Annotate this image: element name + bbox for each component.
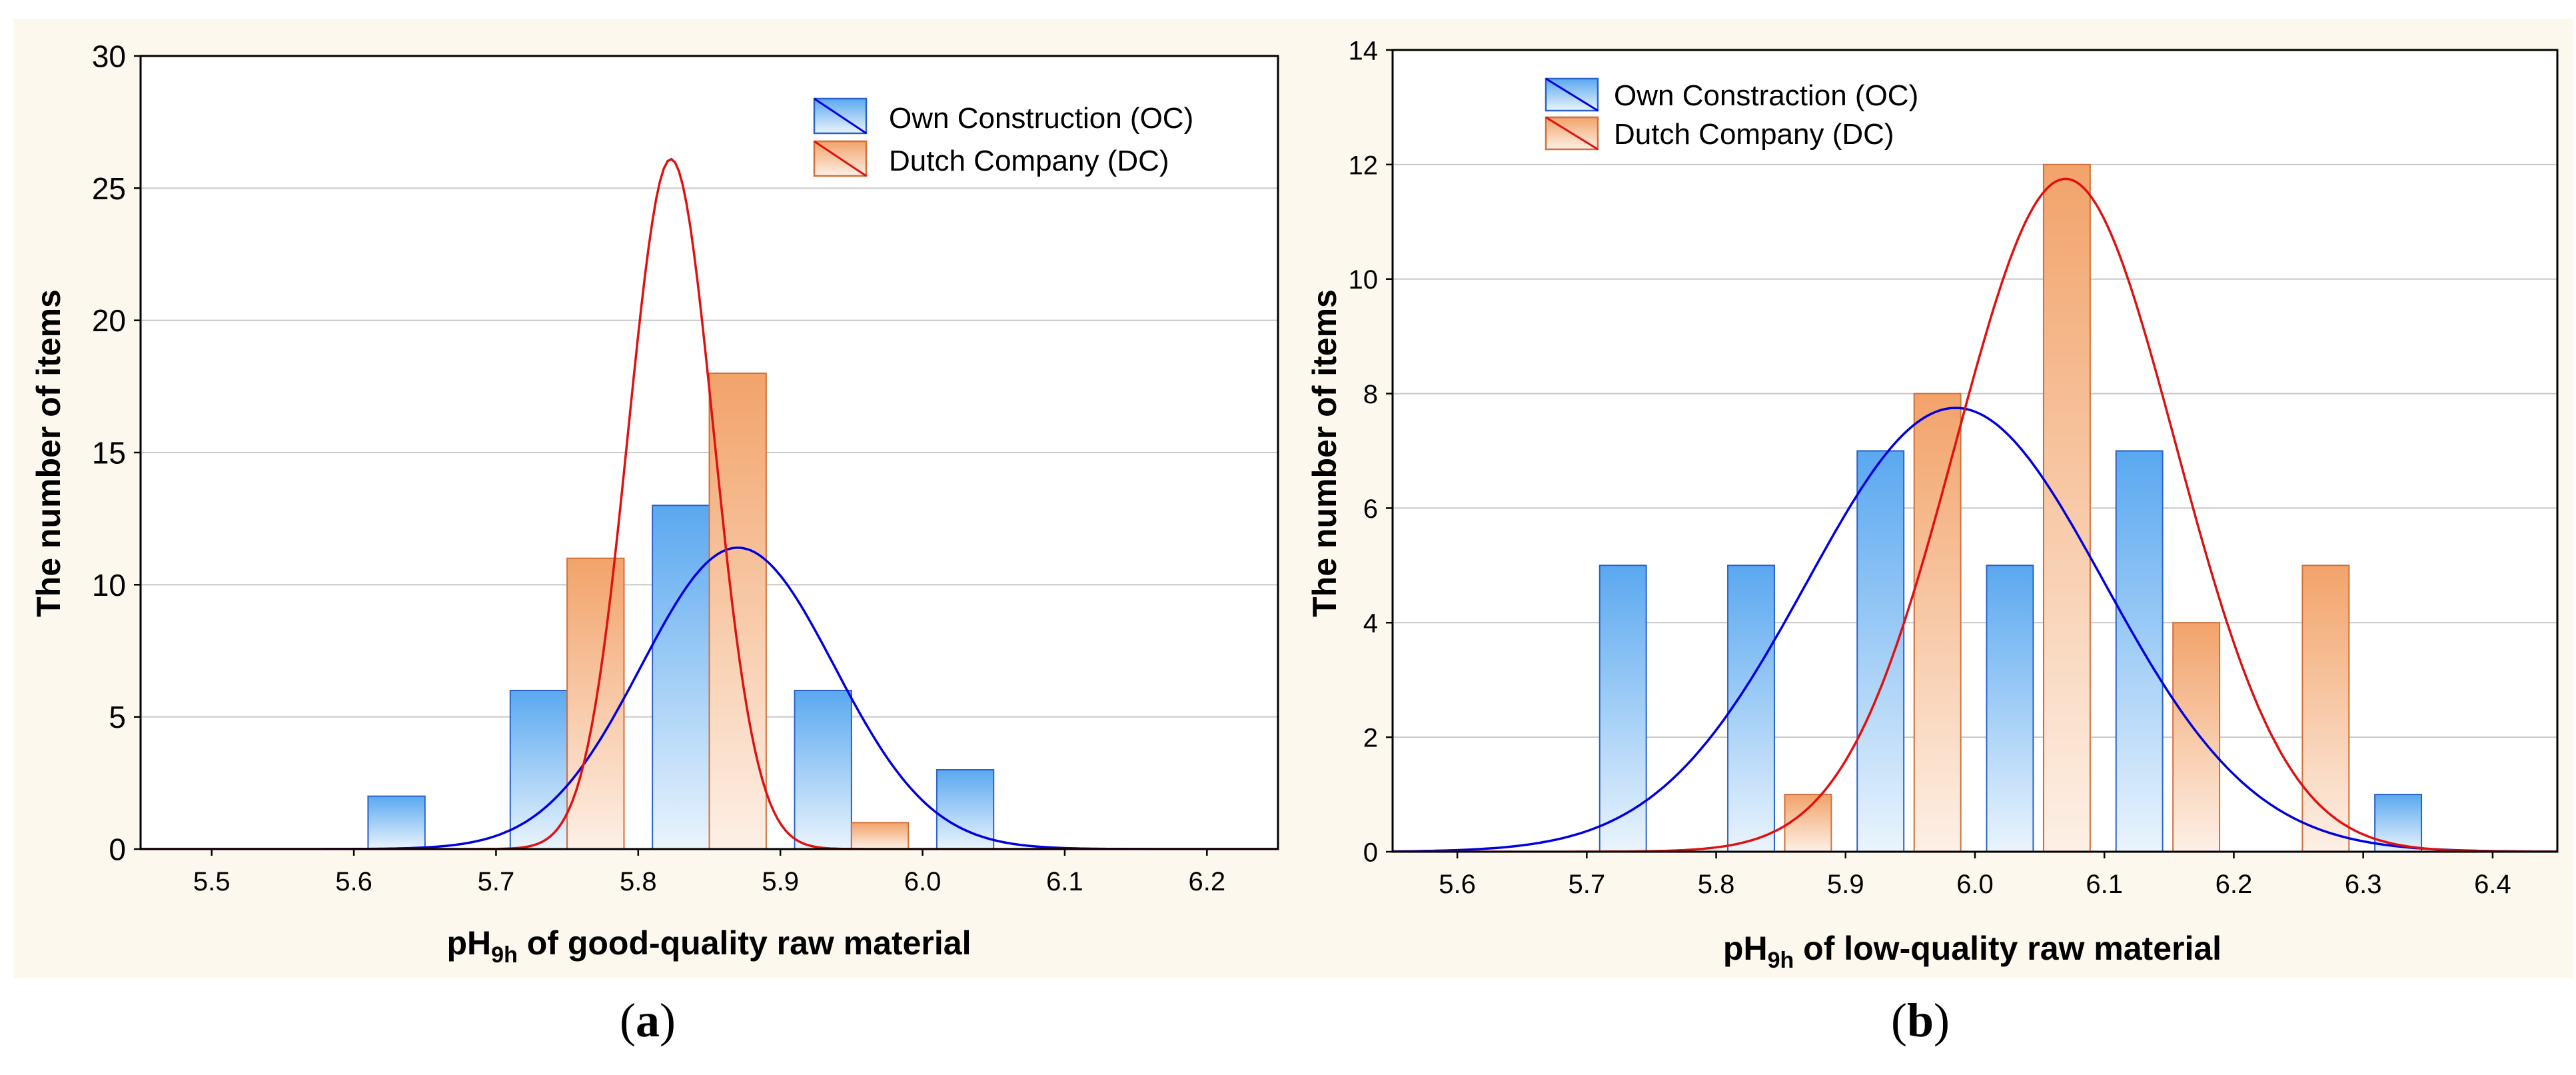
y-tick-label-b: 6: [1363, 495, 1378, 524]
ticks-a: 0 5 10 15 20 25 30 5.5 5.6 5.7 5.8 5.9 6.0 6.1 6.2: [92, 39, 1225, 896]
bar-a-oc-4: [936, 769, 995, 850]
y-tick-label-a: 25: [92, 171, 126, 206]
curve-a-dc: [141, 157, 1278, 849]
panel-a-chart: 0 5 10 15 20 25 30 5.5 5.6 5.7 5.8 5.9 6.0 6.1 6.2 The…: [30, 39, 1279, 968]
x-tick-label-a: 5.5: [193, 867, 231, 896]
panel-label-a-open: (: [620, 994, 636, 1047]
bar-a-oc-3: [794, 690, 852, 850]
y-tick-label-b: 10: [1349, 265, 1379, 295]
panel-label-b-letter: b: [1906, 994, 1934, 1047]
x-axis-title-a-main: pH: [447, 924, 492, 962]
bar-b-dc-3: [2172, 622, 2221, 852]
panel-label-a-letter: a: [635, 994, 660, 1047]
bar-b-oc-5: [2374, 794, 2423, 852]
x-axis-title-b-rest: of low-quality raw material: [1794, 930, 2222, 967]
x-tick-label-a: 6.1: [1046, 867, 1083, 896]
y-axis-title-a: The number of items: [30, 289, 67, 617]
legend-a-dc-line: [814, 140, 867, 177]
bar-b-dc-4: [2301, 564, 2350, 852]
legend-b: Own Constraction (OC) Dutch Company (DC): [1545, 77, 1918, 151]
bar-b-oc-4: [2115, 450, 2164, 852]
x-tick-label-a: 5.8: [620, 867, 657, 896]
bar-b-dc-2: [2042, 163, 2091, 852]
x-axis-title-b-main: pH: [1723, 930, 1768, 967]
legend-b-oc-label: Own Constraction (OC): [1614, 79, 1918, 112]
bar-b-dc-1: [1913, 393, 1962, 852]
y-tick-label-a: 30: [92, 39, 126, 74]
x-axis-title-b-sub: 9h: [1768, 948, 1794, 973]
panel-label-b-close: ): [1934, 994, 1950, 1047]
y-tick-label-b: 14: [1349, 36, 1379, 65]
x-tick-label-b: 6.4: [2474, 870, 2511, 899]
panel-label-b-open: (: [1891, 994, 1907, 1047]
plot-area-b: [1393, 50, 2557, 852]
y-tick-label-a: 10: [92, 568, 126, 602]
legend-b-oc-line: [1545, 77, 1599, 112]
panel-b-chart: 0 2 4 6 8 10 12 14 5.6 5.7 5.8 5.9 6.0 6.1 6.2 6.3 6.4 T…: [1306, 36, 2559, 973]
y-tick-label-b: 0: [1363, 838, 1378, 867]
bars-a: [367, 373, 995, 850]
legend-a-oc-line: [814, 97, 867, 135]
y-tick-label-b: 4: [1363, 609, 1378, 638]
bar-a-oc-0: [367, 795, 426, 850]
x-tick-label-a: 6.0: [904, 867, 942, 896]
x-tick-label-b: 5.7: [1569, 870, 1606, 899]
y-tick-label-a: 20: [92, 303, 126, 338]
x-tick-label-a: 5.6: [335, 867, 372, 896]
legend-b-dc-line: [1545, 116, 1599, 151]
bar-b-oc-1: [1727, 564, 1775, 852]
x-axis-title-a: pH9h of good-quality raw material: [447, 924, 971, 968]
bar-a-oc-2: [652, 505, 710, 850]
x-axis-title-a-rest: of good-quality raw material: [518, 924, 971, 962]
y-axis-title-b: The number of items: [1306, 289, 1343, 617]
gridlines-b: [1393, 163, 2557, 738]
panel-label-a-close: ): [659, 994, 676, 1047]
bars-b: [1599, 163, 2423, 852]
legend-a: Own Construction (OC) Dutch Company (DC): [813, 97, 1193, 177]
y-tick-label-b: 12: [1349, 151, 1379, 180]
curve-b-oc: [1393, 407, 2557, 852]
bar-b-oc-0: [1599, 564, 1647, 852]
legend-a-oc-label: Own Construction (OC): [889, 102, 1193, 135]
x-tick-label-b: 5.9: [1827, 870, 1864, 899]
ticks-b: 0 2 4 6 8 10 12 14 5.6 5.7 5.8 5.9 6.0 6.1 6.2 6.3 6.4: [1349, 36, 2511, 899]
bar-b-oc-2: [1856, 450, 1905, 852]
y-tick-label-b: 2: [1363, 724, 1378, 753]
x-tick-label-b: 5.8: [1698, 870, 1735, 899]
x-axis-title-a-sub: 9h: [491, 942, 518, 968]
gridlines-a: [141, 187, 1278, 718]
bar-a-dc-1: [708, 373, 767, 850]
panel-label-b: (b): [1891, 993, 1950, 1048]
x-tick-label-b: 6.3: [2345, 870, 2382, 899]
panel-label-a: (a): [620, 993, 676, 1048]
bar-a-dc-2: [850, 822, 910, 850]
bar-b-dc-0: [1784, 794, 1832, 852]
y-tick-label-a: 15: [92, 436, 126, 471]
x-tick-label-b: 6.2: [2216, 870, 2253, 899]
y-tick-label-a: 0: [109, 832, 126, 867]
legend-b-dc-label: Dutch Company (DC): [1614, 118, 1894, 151]
y-tick-label-b: 8: [1363, 380, 1378, 409]
bar-b-oc-3: [1986, 564, 2034, 852]
x-tick-label-a: 5.9: [762, 867, 799, 896]
x-tick-label-b: 5.6: [1439, 870, 1476, 899]
x-tick-label-a: 5.7: [478, 867, 515, 896]
legend-a-dc-label: Dutch Company (DC): [889, 145, 1169, 177]
x-tick-label-b: 6.1: [2086, 870, 2123, 899]
x-tick-label-b: 6.0: [1956, 870, 1994, 899]
y-tick-label-a: 5: [109, 700, 126, 734]
x-tick-label-a: 6.2: [1189, 867, 1226, 896]
x-axis-title-b: pH9h of low-quality raw material: [1723, 930, 2222, 973]
